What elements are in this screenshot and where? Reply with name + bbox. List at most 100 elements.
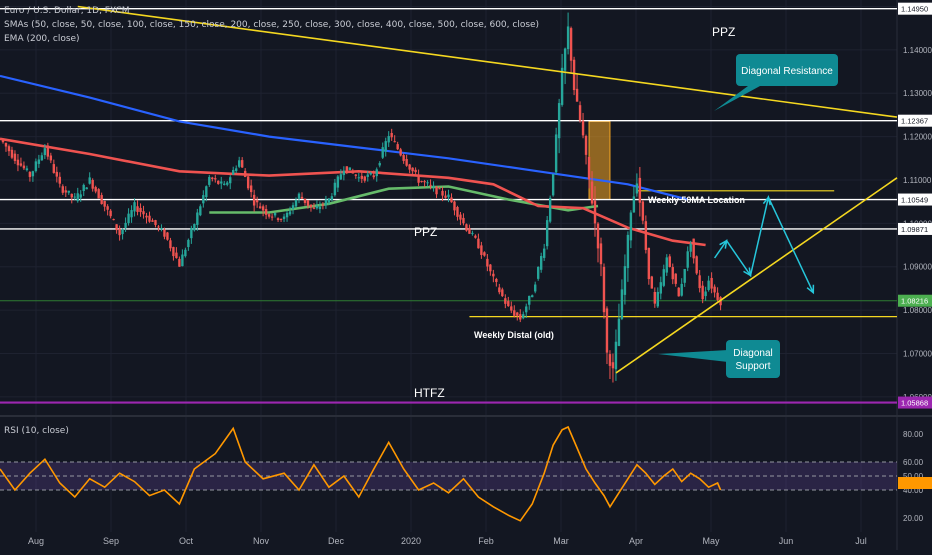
candle-up xyxy=(202,195,205,204)
candle-down xyxy=(16,159,20,166)
rsi-tick-label: 20.00 xyxy=(903,514,924,523)
candle-down xyxy=(465,224,468,231)
candle-up xyxy=(348,167,352,171)
candle-up xyxy=(626,234,630,269)
candle-up xyxy=(282,216,286,219)
candle-down xyxy=(261,206,265,211)
candle-down xyxy=(28,171,32,177)
candle-down xyxy=(243,170,247,178)
diagonal-support-text: Diagonal xyxy=(733,348,772,359)
candle-down xyxy=(10,149,14,158)
candle-up xyxy=(297,193,301,199)
weekly-distal-label: Weekly Distal (old) xyxy=(474,330,554,340)
candle-up xyxy=(294,199,298,207)
candle-down xyxy=(1,138,5,143)
candle-down xyxy=(414,169,417,173)
candle-down xyxy=(97,189,100,199)
candle-up xyxy=(342,170,346,176)
candle-down xyxy=(22,165,26,169)
rsi-tick-label: 80.00 xyxy=(903,430,924,439)
candle-down xyxy=(578,105,582,121)
candle-up xyxy=(288,211,292,215)
candle-down xyxy=(569,28,573,61)
sma-study-label[interactable]: SMAs (50, close, 50, close, 100, close, … xyxy=(4,20,540,30)
y-tick-label: 1.12000 xyxy=(903,133,932,142)
candle-up xyxy=(199,206,202,216)
price-level-tag xyxy=(898,114,932,127)
candle-down xyxy=(474,235,477,238)
candle-down xyxy=(423,181,426,183)
candle-up xyxy=(563,48,567,71)
x-tick-label: Aug xyxy=(28,536,44,546)
candle-down xyxy=(411,167,414,172)
candle-up xyxy=(656,291,659,307)
candle-down xyxy=(599,243,603,265)
diagonal-support-line xyxy=(615,177,898,374)
candle-down xyxy=(593,200,597,224)
candle-down xyxy=(139,207,142,213)
candle-down xyxy=(321,204,325,206)
candle-down xyxy=(492,273,495,277)
candle-up xyxy=(447,194,450,198)
ppz-top-label: PPZ xyxy=(712,25,735,39)
candle-up xyxy=(273,212,277,216)
diagonal-resistance-callout xyxy=(736,54,838,86)
candle-up xyxy=(88,177,91,184)
candle-up xyxy=(193,224,196,231)
candle-up xyxy=(542,248,546,258)
candle-down xyxy=(692,238,695,259)
ema-study-label[interactable]: EMA (200, close) xyxy=(4,34,80,44)
candle-up xyxy=(73,196,76,198)
projection-arrowhead xyxy=(806,284,815,295)
candle-up xyxy=(665,257,668,273)
candle-down xyxy=(136,206,139,212)
candle-up xyxy=(689,243,692,252)
candle-down xyxy=(671,267,674,280)
candle-down xyxy=(142,211,145,215)
rsi-study-label[interactable]: RSI (10, close) xyxy=(4,426,69,436)
candle-up xyxy=(127,213,130,224)
candle-down xyxy=(55,171,59,177)
ema-200-line xyxy=(0,137,706,247)
candle-up xyxy=(560,67,564,105)
candle-down xyxy=(501,289,504,297)
candle-up xyxy=(357,177,360,179)
candle-up xyxy=(707,280,710,290)
candle-up xyxy=(531,295,534,298)
candle-down xyxy=(498,287,501,293)
candle-down xyxy=(399,149,402,156)
candle-up xyxy=(291,205,295,209)
candle-up xyxy=(432,185,435,188)
x-tick-label: Mar xyxy=(553,536,569,546)
candle-up xyxy=(528,295,531,305)
candle-up xyxy=(34,161,38,172)
candle-down xyxy=(504,298,507,304)
candle-down xyxy=(106,206,109,210)
candle-down xyxy=(300,196,304,199)
projection-arrowhead xyxy=(743,267,752,277)
candle-up xyxy=(124,222,127,228)
candle-up xyxy=(378,163,381,166)
candle-down xyxy=(402,155,405,161)
candle-down xyxy=(456,207,459,217)
candle-up xyxy=(548,197,552,222)
diagonal-resistance-pointer xyxy=(714,86,760,111)
candle-down xyxy=(650,276,654,289)
candle-up xyxy=(76,193,79,202)
candle-down xyxy=(58,176,61,184)
candle-up xyxy=(551,174,555,196)
candle-down xyxy=(605,308,609,353)
candle-down xyxy=(345,166,349,173)
candle-up xyxy=(537,266,540,279)
candle-up xyxy=(25,168,29,171)
candle-down xyxy=(4,142,8,147)
sma-slow-line xyxy=(0,74,688,201)
candle-down xyxy=(249,185,253,193)
rsi-tick-label: 40.00 xyxy=(903,486,924,495)
candle-down xyxy=(91,180,94,189)
candle-down xyxy=(462,217,465,224)
candle-down xyxy=(46,145,50,157)
y-tick-label: 1.11000 xyxy=(903,176,932,185)
candle-down xyxy=(13,153,17,161)
